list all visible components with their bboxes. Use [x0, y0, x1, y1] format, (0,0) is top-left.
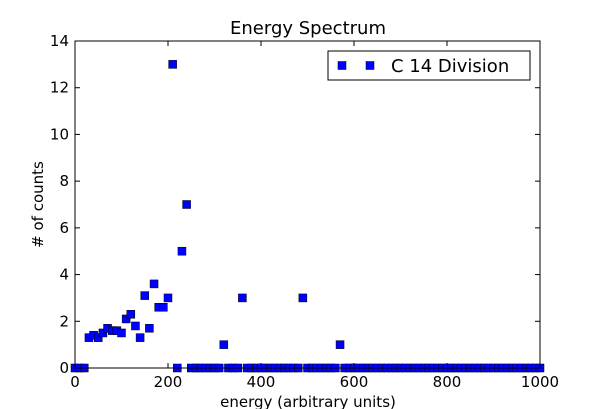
data-point — [149, 279, 159, 289]
legend-marker — [337, 61, 347, 70]
data-point — [117, 328, 126, 338]
data-point — [163, 293, 173, 303]
x-axis-label: energy (arbitrary units) — [220, 393, 396, 409]
x-tick-label: 400 — [247, 373, 276, 391]
y-tick-label: 12 — [50, 79, 69, 97]
legend: C 14 Division — [327, 50, 531, 81]
data-point — [126, 310, 136, 319]
data-point — [135, 333, 145, 342]
y-tick-label: 2 — [59, 312, 69, 330]
y-tick-label: 4 — [59, 266, 69, 284]
y-tick-label: 8 — [59, 172, 69, 190]
y-tick-label: 10 — [50, 125, 69, 143]
data-point — [140, 291, 149, 300]
data-point — [98, 328, 108, 338]
data-point — [94, 333, 103, 342]
plot-frame — [74, 40, 541, 369]
x-tick-label: 800 — [433, 373, 462, 391]
data-point — [168, 60, 177, 69]
data-points — [70, 60, 545, 373]
data-point — [335, 340, 345, 349]
x-tick-label: 600 — [340, 373, 369, 391]
legend-box — [327, 50, 531, 81]
x-tick-label: 0 — [70, 373, 80, 391]
y-tick-label: 0 — [59, 359, 69, 377]
legend-marker — [365, 61, 375, 70]
data-point — [131, 321, 140, 331]
data-point — [121, 314, 131, 324]
data-point — [177, 246, 187, 256]
y-tick-label: 14 — [50, 32, 69, 50]
chart-title: Energy Spectrum — [230, 18, 386, 39]
data-point — [145, 324, 154, 333]
y-axis-label: # of counts — [29, 161, 47, 248]
data-point — [182, 200, 191, 209]
data-point — [219, 340, 229, 349]
data-point — [159, 303, 168, 312]
data-point — [298, 293, 308, 303]
axis-ticks: 0 200 400 600 800 1000 0 2 4 6 8 10 12 14 — [50, 32, 559, 391]
legend-label: C 14 Division — [391, 56, 509, 77]
x-tick-label: 200 — [154, 373, 183, 391]
y-tick-label: 6 — [59, 219, 69, 237]
x-tick-label: 1000 — [521, 373, 559, 391]
data-point — [238, 293, 247, 303]
